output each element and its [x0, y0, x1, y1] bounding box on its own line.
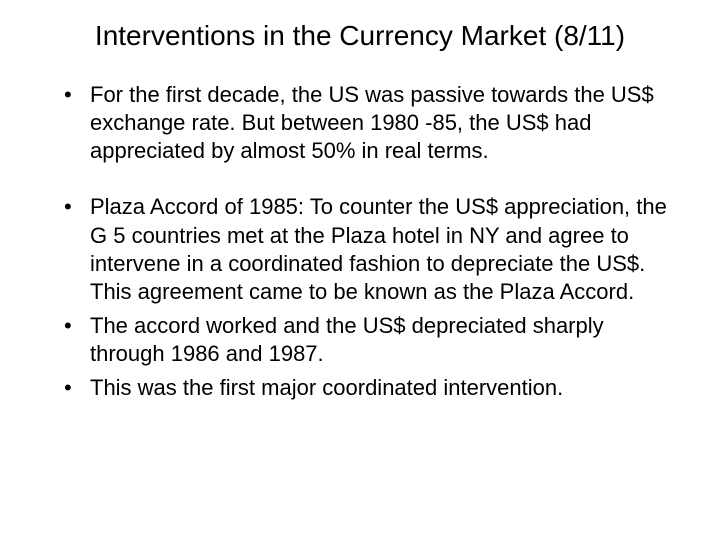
- bullet-item: For the first decade, the US was passive…: [50, 81, 670, 165]
- paragraph-gap: [50, 171, 670, 193]
- slide-title: Interventions in the Currency Market (8/…: [50, 18, 670, 53]
- bullet-item: This was the first major coordinated int…: [50, 374, 670, 402]
- bullet-item: The accord worked and the US$ depreciate…: [50, 312, 670, 368]
- bullet-list: Plaza Accord of 1985: To counter the US$…: [50, 193, 670, 402]
- bullet-item: Plaza Accord of 1985: To counter the US$…: [50, 193, 670, 306]
- bullet-list: For the first decade, the US was passive…: [50, 81, 670, 165]
- slide: Interventions in the Currency Market (8/…: [0, 0, 720, 540]
